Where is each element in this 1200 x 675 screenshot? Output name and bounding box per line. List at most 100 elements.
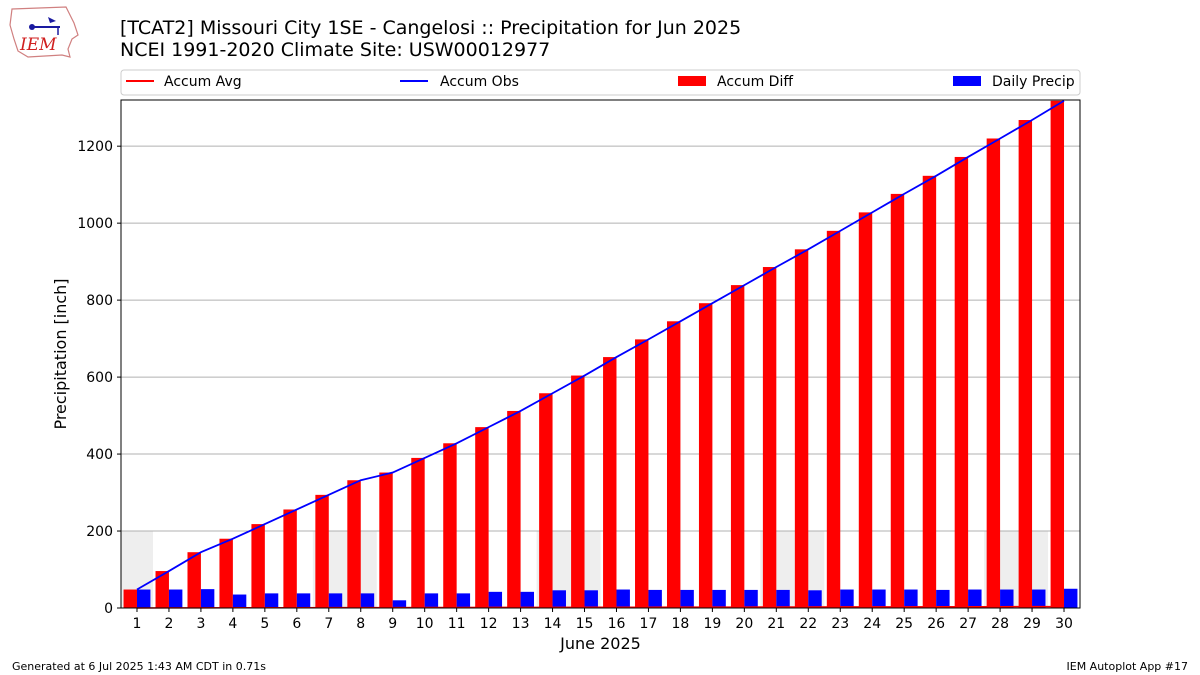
- accum-diff-bar-28: [986, 138, 1001, 608]
- accum-diff-bar-27: [954, 156, 969, 608]
- x-tick-label-19: 19: [703, 616, 721, 632]
- x-tick-label-17: 17: [640, 616, 658, 632]
- daily-precip-bar-24: [872, 589, 886, 608]
- accum-diff-bar-26: [922, 175, 937, 608]
- x-tick-label-18: 18: [672, 616, 690, 632]
- plot-frame: [120, 99, 1081, 609]
- legend-label-accum-diff: Accum Diff: [717, 74, 793, 90]
- y-tick-label-1000: 1000: [77, 216, 113, 232]
- accum-diff-bar-29: [1018, 120, 1033, 609]
- x-tick-label-28: 28: [991, 616, 1009, 632]
- footer-app: IEM Autoplot App #17: [1066, 660, 1189, 673]
- x-tick-label-9: 9: [388, 616, 397, 632]
- accum-diff-bar-4: [219, 538, 233, 608]
- legend-box: [120, 69, 1081, 96]
- x-tick-label-21: 21: [767, 616, 785, 632]
- title-line-2: NCEI 1991-2020 Climate Site: USW00012977: [120, 39, 551, 61]
- daily-precip-bar-20: [744, 589, 758, 608]
- accum-diff-bar-13: [507, 410, 521, 608]
- daily-precip-bar-23: [840, 589, 854, 608]
- x-tick-label-1: 1: [133, 616, 142, 632]
- title-line-1: [TCAT2] Missouri City 1SE - Cangelosi ::…: [120, 17, 742, 39]
- x-tick-label-24: 24: [863, 616, 881, 632]
- daily-precip-bar-25: [904, 589, 918, 608]
- accum-diff-bar-2: [155, 571, 169, 608]
- legend: Accum Avg Accum Obs Accum Diff Daily Precip: [120, 69, 1081, 96]
- daily-precip-bar-6: [296, 593, 311, 608]
- chart-title: [TCAT2] Missouri City 1SE - Cangelosi ::…: [120, 17, 741, 61]
- x-tick-label-13: 13: [512, 616, 530, 632]
- accum-diff-bar-14: [539, 393, 553, 608]
- daily-precip-bar-28: [1000, 589, 1014, 608]
- accum-diff-bar-22: [794, 249, 809, 608]
- accum-diff-bar-8: [347, 480, 361, 608]
- legend-swatch-daily-precip: [953, 76, 981, 86]
- x-tick-label-10: 10: [416, 616, 434, 632]
- x-tick-label-29: 29: [1023, 616, 1041, 632]
- daily-precip-bar-11: [456, 593, 471, 608]
- daily-precip-bar-9: [392, 600, 407, 608]
- y-tick-label-0: 0: [104, 601, 113, 617]
- accum-diff-bar-3: [187, 552, 201, 608]
- x-tick-label-20: 20: [735, 616, 753, 632]
- daily-precip-bar-18: [680, 589, 694, 608]
- accum-obs-line: [136, 99, 1065, 591]
- x-tick-label-15: 15: [576, 616, 594, 632]
- legend-label-daily-precip: Daily Precip: [992, 74, 1075, 90]
- daily-precip-bar-26: [936, 589, 950, 608]
- x-tick-label-23: 23: [831, 616, 849, 632]
- daily-precip-bar-7: [328, 593, 343, 608]
- daily-precip-bar-22: [808, 590, 822, 608]
- accum-diff-bar-6: [283, 509, 297, 608]
- accum-diff-bar-30: [1050, 100, 1065, 608]
- x-tick-label-25: 25: [895, 616, 913, 632]
- accum-diff-bar-1: [123, 589, 137, 608]
- x-tick-label-27: 27: [959, 616, 977, 632]
- accum-diff-bar-21: [762, 267, 777, 608]
- daily-precip-bar-30: [1064, 588, 1078, 608]
- svg-text:IEM: IEM: [19, 35, 57, 55]
- x-tick-label-22: 22: [799, 616, 817, 632]
- accum-diff-bar-19: [698, 303, 713, 608]
- daily-precip-bar-16: [616, 589, 630, 608]
- daily-precip-bar-17: [648, 589, 662, 608]
- daily-precip-bar-19: [712, 589, 726, 608]
- footer-generated: Generated at 6 Jul 2025 1:43 AM CDT in 0…: [12, 660, 266, 673]
- iem-logo: IEM: [8, 5, 80, 59]
- x-tick-label-7: 7: [324, 616, 333, 632]
- x-tick-label-2: 2: [164, 616, 173, 632]
- daily-precip-bar-21: [776, 589, 790, 608]
- accum-diff-bar-11: [443, 443, 457, 608]
- x-tick-label-26: 26: [927, 616, 945, 632]
- accum-diff-bar-15: [571, 375, 585, 608]
- daily-precip-bar-15: [584, 590, 598, 608]
- legend-label-accum-avg: Accum Avg: [164, 74, 242, 90]
- accum-diff-bar-12: [475, 427, 489, 608]
- daily-precip-bar-29: [1032, 589, 1046, 608]
- daily-precip-bar-2: [168, 589, 183, 608]
- daily-precip-bar-13: [520, 591, 535, 608]
- accum-diff-bar-5: [251, 524, 265, 608]
- x-tick-label-16: 16: [608, 616, 626, 632]
- accum-diff-bar-10: [411, 457, 425, 608]
- accum-diff-bar-9: [379, 472, 393, 608]
- x-tick-label-4: 4: [228, 616, 237, 632]
- x-tick-label-14: 14: [544, 616, 562, 632]
- x-tick-label-5: 5: [260, 616, 269, 632]
- x-tick-label-11: 11: [448, 616, 466, 632]
- accum-diff-bar-7: [315, 494, 329, 608]
- daily-precip-bar-12: [488, 591, 503, 608]
- legend-swatch-accum-diff: [678, 76, 706, 86]
- daily-precip-bar-1: [136, 589, 151, 608]
- x-tick-label-30: 30: [1055, 616, 1073, 632]
- y-tick-label-200: 200: [86, 524, 113, 540]
- bars: [123, 100, 1078, 609]
- x-axis-ticks: 1 2 3 4 5 6 7 8 9 10 11 12 13 14 15 16 17 18 19 20 21 22 23 24 2…: [133, 608, 1073, 632]
- y-tick-label-600: 600: [86, 370, 113, 386]
- y-tick-label-400: 400: [86, 447, 113, 463]
- x-tick-label-6: 6: [292, 616, 301, 632]
- gridlines: [121, 145, 1080, 532]
- daily-precip-bar-3: [200, 589, 215, 608]
- x-tick-label-8: 8: [356, 616, 365, 632]
- x-axis-label: June 2025: [559, 634, 641, 653]
